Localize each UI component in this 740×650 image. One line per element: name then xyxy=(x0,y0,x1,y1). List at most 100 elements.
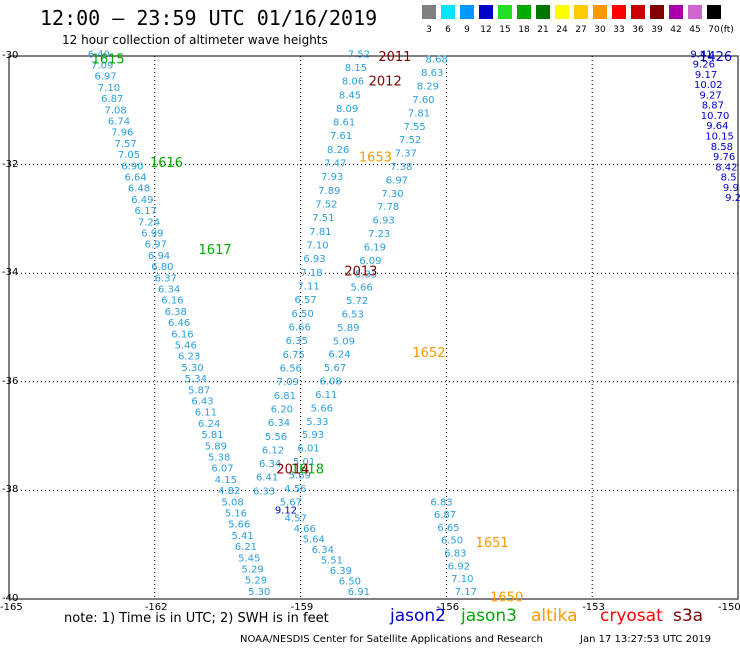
legend-label-27: 27 xyxy=(575,25,587,35)
wave-height-value: 6.50 xyxy=(339,576,361,587)
wave-height-value: 6.01 xyxy=(297,444,319,455)
wave-height-value: 7.52 xyxy=(315,200,337,211)
wave-height-value: 5.33 xyxy=(306,417,328,428)
wave-height-value: 7.09 xyxy=(277,377,299,388)
wave-height-value: 6.74 xyxy=(108,116,130,127)
legend-swatch-21 xyxy=(536,5,550,19)
wave-height-value: 7.55 xyxy=(403,122,425,133)
wave-height-value: 6.97 xyxy=(145,240,167,251)
wave-height-value: 7.96 xyxy=(111,128,133,139)
wave-height-value: 9.12 xyxy=(275,505,297,516)
wave-height-value: 7.05 xyxy=(118,150,140,161)
map-title: 12:00 – 23:59 UTC 01/16/2019 xyxy=(40,6,378,30)
wave-height-value: 5.29 xyxy=(241,564,263,575)
y-tick-label: -38 xyxy=(2,484,19,496)
wave-height-value: 6.87 xyxy=(434,510,456,521)
wave-height-value: 9.76 xyxy=(713,152,735,163)
wave-height-value: 6.92 xyxy=(448,561,470,572)
legend-swatch-39 xyxy=(650,5,664,19)
wave-height-value: 6.38 xyxy=(165,307,187,318)
legend-swatch-3 xyxy=(422,5,436,19)
wave-height-value: 9.9 xyxy=(723,183,739,194)
wave-height-value: 4.57 xyxy=(285,514,307,525)
wave-height-value: 6.43 xyxy=(191,396,213,407)
wave-height-value: 6.65 xyxy=(437,523,459,534)
wave-height-value: 6.66 xyxy=(289,322,311,333)
wave-height-value: 8.06 xyxy=(342,77,364,88)
wave-height-value: 6.97 xyxy=(94,72,116,83)
wave-height-value: 5.87 xyxy=(188,385,210,396)
wave-height-value: 6.23 xyxy=(178,352,200,363)
footer-note: note: 1) Time is in UTC; 2) SWH is in fe… xyxy=(64,611,329,626)
map-frame xyxy=(8,55,739,600)
legend-label-15: 15 xyxy=(499,25,511,35)
wave-height-value: 6.34 xyxy=(268,418,290,429)
wave-height-value: 6.11 xyxy=(315,390,337,401)
wave-height-value: 9.27 xyxy=(699,90,721,101)
wave-height-value: 7.81 xyxy=(309,227,331,238)
pass-time-label: 1615 xyxy=(92,53,125,68)
x-tick-label: -153 xyxy=(582,602,605,613)
wave-height-value: 4.15 xyxy=(215,475,237,486)
wave-height-value: 6.64 xyxy=(125,172,147,183)
pass-time-label: 2011 xyxy=(378,50,411,65)
wave-height-value: 6.80 xyxy=(151,262,173,273)
legend-swatch-18 xyxy=(517,5,531,19)
satellite-cryosat: cryosat xyxy=(600,606,663,626)
wave-height-value: 6.16 xyxy=(161,296,183,307)
wave-height-value: 9.17 xyxy=(695,70,717,81)
legend-swatch-24 xyxy=(555,5,569,19)
wave-height-value: 7.17 xyxy=(455,587,477,598)
y-tick-label: -30 xyxy=(2,50,19,61)
wave-height-value: 5.38 xyxy=(208,452,230,463)
legend-label-30: 30 xyxy=(594,25,606,35)
wave-height-value: 6.34 xyxy=(312,545,334,556)
wave-height-value: 7.10 xyxy=(306,241,328,252)
y-tick-label: -32 xyxy=(2,158,19,170)
wave-height-value: 6.21 xyxy=(235,542,257,553)
pass-time-label: 1652 xyxy=(412,346,445,361)
wave-height-value: 6.49 xyxy=(131,195,153,206)
legend-label-6: 6 xyxy=(445,25,451,35)
wave-height-value: 7.52 xyxy=(348,49,370,60)
wave-height-value: 8.61 xyxy=(333,118,355,129)
wave-height-value: 6.09 xyxy=(359,256,381,267)
satellite-jason2: jason2 xyxy=(390,606,446,626)
wave-height-value: 6.11 xyxy=(195,408,217,419)
legend-swatch-30 xyxy=(593,5,607,19)
wave-height-value: 7.93 xyxy=(321,172,343,183)
wave-height-value: 7.37 xyxy=(395,149,417,160)
wave-height-value: 6.81 xyxy=(274,391,296,402)
wave-height-value: 6.93 xyxy=(303,254,325,265)
wave-height-value: 6.91 xyxy=(348,587,370,598)
map-grid xyxy=(9,56,738,599)
wave-height-value: 5.45 xyxy=(238,553,260,564)
wave-height-value: 7.57 xyxy=(115,139,137,150)
pass-time-label: 1618 xyxy=(291,463,324,478)
wave-height-value: 9.2 xyxy=(725,193,740,204)
wave-height-value: 5.41 xyxy=(231,531,253,542)
wave-height-value: 6.39 xyxy=(330,566,352,577)
wave-height-value: 5.01 xyxy=(293,457,315,468)
wave-height-value: 7.08 xyxy=(104,105,126,116)
wave-height-value: 8.26 xyxy=(327,145,349,156)
wave-height-value: 5.67 xyxy=(324,363,346,374)
wave-height-value: 6.12 xyxy=(262,445,284,456)
pass-time-label: 1650 xyxy=(490,590,523,605)
wave-height-value: 8.29 xyxy=(417,82,439,93)
legend-swatch-6 xyxy=(441,5,455,19)
wave-height-value: 6.17 xyxy=(135,206,157,217)
wave-height-value: 5.93 xyxy=(302,430,324,441)
legend-swatch-36 xyxy=(631,5,645,19)
wave-height-value: 6.50 xyxy=(441,536,463,547)
legend-label-36: 36 xyxy=(632,25,644,35)
wave-height-value: 6.99 xyxy=(141,228,163,239)
y-tick-label: -36 xyxy=(2,375,19,387)
legend-swatch-45 xyxy=(688,5,702,19)
wave-height-value: 8.5 xyxy=(721,173,737,184)
legend-label-3: 3 xyxy=(426,25,432,35)
y-tick-label: -40 xyxy=(2,593,19,604)
wave-height-value: 8.87 xyxy=(702,101,724,112)
wave-height-value: 6.83 xyxy=(444,548,466,559)
y-tick-label: -34 xyxy=(2,267,19,279)
